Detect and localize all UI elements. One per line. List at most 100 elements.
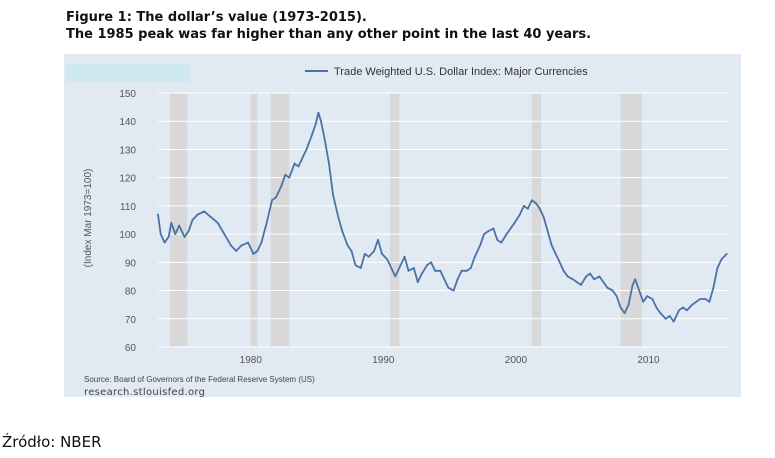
data-point-109 [638, 289, 641, 292]
data-point-72 [483, 233, 485, 236]
data-point-34 [317, 111, 320, 114]
data-point-1 [159, 233, 162, 236]
data-point-52 [394, 275, 397, 278]
data-point-14 [223, 233, 226, 236]
data-point-97 [589, 272, 592, 275]
data-point-49 [381, 252, 383, 255]
data-point-30 [301, 157, 304, 159]
x-axis-ticks: 1980 1990 2000 2010 [240, 355, 660, 366]
data-point-58 [420, 272, 423, 275]
data-point-69 [469, 267, 472, 269]
data-point-11 [203, 210, 206, 213]
data-point-66 [456, 278, 459, 281]
data-point-65 [452, 289, 455, 292]
data-point-114 [659, 312, 662, 315]
data-point-50 [386, 258, 389, 261]
data-point-29 [297, 165, 300, 168]
data-point-35 [320, 120, 322, 123]
data-point-122 [695, 300, 698, 303]
x-tick-label-2010: 2010 [637, 355, 660, 366]
y-tick-label-120: 120 [119, 174, 136, 185]
data-point-102 [611, 289, 614, 292]
data-point-38 [332, 193, 334, 196]
recession-band-2 [270, 93, 290, 347]
data-point-105 [623, 312, 626, 315]
data-point-0 [157, 213, 159, 216]
y-tick-label-80: 80 [125, 287, 137, 298]
data-point-20 [256, 250, 259, 252]
data-point-121 [691, 303, 694, 306]
data-point-6 [178, 224, 181, 227]
data-point-112 [651, 298, 654, 300]
data-point-17 [240, 244, 243, 247]
data-point-104 [619, 306, 622, 309]
data-point-82 [526, 207, 529, 210]
data-point-46 [367, 255, 370, 258]
data-point-61 [434, 269, 436, 272]
data-point-60 [430, 261, 432, 264]
data-point-79 [513, 221, 516, 224]
data-point-21 [260, 241, 263, 244]
grid-lines [158, 92, 728, 348]
y-tick-label-60: 60 [125, 343, 137, 354]
data-point-22 [265, 221, 268, 224]
source-site: research.stlouisfed.org [84, 387, 206, 398]
data-point-53 [399, 264, 402, 267]
data-point-103 [615, 295, 618, 298]
recession-band-3 [389, 93, 400, 347]
data-point-89 [554, 252, 557, 255]
figure-title-line-2: The 1985 peak was far higher than any ot… [66, 27, 592, 42]
data-point-10 [196, 213, 199, 216]
data-point-80 [518, 213, 521, 216]
y-tick-label-70: 70 [125, 315, 137, 326]
data-point-32 [310, 134, 313, 137]
data-point-62 [439, 269, 442, 272]
data-point-91 [562, 269, 565, 272]
y-tick-label-140: 140 [119, 117, 136, 128]
data-point-124 [704, 298, 707, 300]
data-point-70 [473, 255, 476, 258]
data-point-64 [447, 286, 450, 289]
data-point-125 [708, 300, 711, 303]
data-point-83 [530, 199, 533, 202]
data-point-16 [235, 250, 238, 252]
data-point-108 [634, 278, 637, 281]
data-point-88 [550, 244, 553, 247]
data-point-18 [247, 241, 250, 244]
data-point-126 [712, 286, 715, 289]
data-point-95 [579, 284, 582, 286]
data-point-51 [390, 267, 393, 269]
data-point-100 [602, 281, 605, 283]
data-point-3 [167, 236, 170, 238]
data-point-74 [492, 227, 495, 230]
data-point-106 [627, 303, 630, 306]
data-point-99 [598, 275, 601, 278]
data-point-56 [412, 267, 415, 269]
data-point-59 [426, 264, 428, 267]
data-point-96 [585, 275, 588, 278]
data-point-55 [407, 269, 410, 272]
data-point-76 [500, 241, 503, 244]
data-point-73 [487, 230, 489, 233]
y-tick-label-110: 110 [120, 202, 136, 213]
data-point-23 [271, 199, 273, 202]
data-point-90 [558, 261, 561, 264]
data-point-5 [174, 233, 177, 236]
x-tick-label-2000: 2000 [505, 355, 528, 366]
data-point-54 [403, 255, 406, 258]
recession-bands [169, 93, 642, 347]
data-point-117 [672, 320, 675, 323]
data-point-33 [314, 123, 317, 125]
data-point-113 [655, 306, 658, 309]
recession-band-1 [250, 93, 258, 347]
series-points [157, 111, 728, 323]
recession-band-0 [169, 93, 188, 347]
data-point-75 [496, 238, 499, 241]
credit-text: Źródło: NBER [2, 433, 102, 451]
data-point-7 [183, 236, 186, 238]
recession-band-5 [620, 93, 642, 347]
y-tick-label-130: 130 [119, 145, 136, 156]
data-point-8 [187, 230, 190, 233]
data-point-129 [725, 252, 728, 255]
